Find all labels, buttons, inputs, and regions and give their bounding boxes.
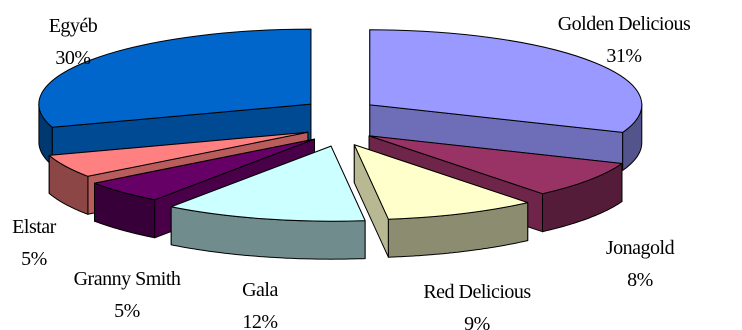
slice-label-jonagold: Jonagold — [606, 237, 675, 259]
slice-label-red-delicious: Red Delicious — [423, 281, 531, 303]
pie-slices — [38, 28, 643, 260]
slice-label-egyeb: Egyéb — [49, 15, 98, 37]
pie-labels: Golden Delicious 31% Jonagold 8% Red Delicio… — [12, 13, 691, 330]
slice-percent-egyeb: 30% — [55, 47, 90, 69]
slice-percent-red-delicious: 9% — [464, 313, 490, 330]
slice-label-elstar: Elstar — [12, 216, 56, 238]
slice-percent-gala: 12% — [242, 311, 277, 330]
slice-percent-golden-delicious: 31% — [606, 45, 641, 67]
slice-label-granny-smith: Granny Smith — [74, 268, 181, 290]
slice-percent-granny-smith: 5% — [114, 300, 140, 322]
slice-top-red-delicious — [353, 144, 529, 220]
slice-label-gala: Gala — [242, 279, 278, 301]
slice-top-jonagold — [368, 135, 623, 195]
slice-top-elstar — [48, 131, 309, 177]
slice-top-granny-smith — [94, 138, 316, 201]
slice-label-golden-delicious: Golden Delicious — [558, 13, 691, 35]
slice-percent-elstar: 5% — [21, 248, 47, 270]
slice-percent-jonagold: 8% — [627, 269, 653, 291]
slice-top-egyeb — [38, 28, 312, 128]
slice-top-gala — [170, 145, 366, 222]
slice-top-golden-delicious — [369, 29, 643, 133]
